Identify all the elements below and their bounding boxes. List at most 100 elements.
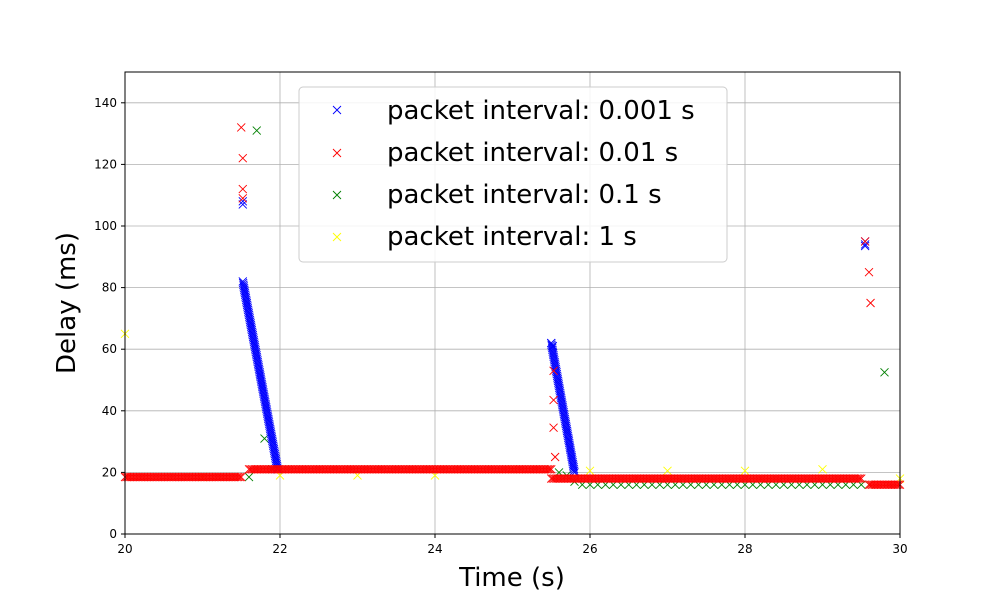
data-point [554, 474, 564, 483]
data-point [661, 474, 671, 483]
data-point [689, 474, 699, 483]
data-point [581, 474, 590, 483]
data-point [359, 465, 369, 474]
data-point [481, 465, 491, 474]
data-point [463, 465, 472, 474]
x-tick-label: 22 [272, 542, 287, 556]
data-point [652, 474, 661, 483]
data-point [773, 474, 782, 483]
data-point [272, 465, 282, 474]
data-point [559, 407, 568, 417]
data-point [415, 465, 424, 474]
data-point [475, 465, 485, 474]
data-point [860, 240, 870, 249]
legend-marker-glyph [332, 148, 342, 158]
data-point [283, 465, 293, 474]
data-point [866, 298, 875, 308]
data-point [624, 474, 634, 483]
data-point [715, 474, 725, 483]
data-point [297, 465, 307, 474]
data-point [150, 472, 159, 482]
data-point [148, 472, 158, 482]
data-point [539, 465, 548, 474]
data-point [568, 461, 578, 470]
data-point [165, 472, 175, 482]
data-point [830, 474, 840, 483]
data-point [565, 474, 575, 483]
data-point [373, 465, 382, 474]
data-point [880, 480, 889, 490]
data-point [550, 361, 560, 370]
data-point [433, 465, 443, 474]
data-point [644, 474, 654, 483]
data-point [267, 465, 277, 474]
data-point [215, 472, 224, 482]
data-point [269, 465, 279, 474]
data-point [198, 472, 207, 482]
data-point [545, 465, 555, 474]
legend-marker-glyph [332, 105, 342, 115]
data-point [416, 465, 426, 474]
data-point [559, 411, 569, 420]
data-point [419, 465, 429, 474]
data-point [553, 474, 562, 483]
data-point [570, 474, 579, 483]
data-point [480, 465, 489, 474]
data-point [255, 465, 265, 474]
data-point [663, 474, 672, 483]
data-point [568, 456, 577, 465]
data-point [315, 465, 325, 474]
data-point [663, 466, 672, 476]
data-point [548, 341, 558, 351]
data-point [140, 472, 150, 482]
data-point [675, 474, 685, 483]
data-point [842, 474, 852, 483]
data-point [236, 472, 246, 482]
data-point [209, 472, 218, 482]
y-tick-label: 60 [102, 342, 117, 356]
data-point [653, 474, 663, 483]
data-point [887, 480, 897, 490]
data-point [402, 465, 412, 474]
data-point [219, 472, 229, 482]
data-point [441, 465, 451, 474]
data-point [122, 472, 131, 482]
data-point [584, 474, 593, 483]
legend-marker-3 [332, 232, 342, 242]
legend-label-1: packet interval: 0.01 s [387, 138, 678, 168]
legend-entry-3: packet interval: 1 s [332, 222, 637, 252]
data-point [500, 465, 510, 474]
data-point [523, 465, 533, 474]
data-point [137, 472, 147, 482]
data-point [184, 472, 193, 482]
data-point [418, 465, 427, 474]
data-point [553, 376, 563, 386]
data-point [677, 474, 686, 483]
data-point [726, 474, 736, 483]
data-point [470, 465, 480, 474]
data-point [636, 474, 646, 483]
data-point [292, 465, 302, 474]
data-point [356, 465, 365, 474]
data-point [464, 465, 474, 474]
data-point [236, 123, 246, 132]
data-point [182, 472, 192, 482]
data-point [401, 465, 410, 474]
data-point [880, 367, 889, 377]
data-point [181, 472, 190, 482]
data-point [816, 474, 826, 483]
data-point [807, 474, 816, 483]
legend-box [298, 86, 728, 263]
data-point [563, 428, 572, 438]
data-point [250, 465, 260, 474]
data-point [556, 474, 565, 483]
data-point [669, 474, 679, 483]
data-point [238, 193, 248, 203]
data-point [286, 465, 296, 474]
data-point [162, 472, 172, 482]
legend-entry-2: packet interval: 0.1 s [332, 180, 662, 210]
data-point [407, 465, 417, 474]
data-point [556, 390, 565, 400]
data-point [374, 465, 384, 474]
data-point [562, 474, 572, 483]
